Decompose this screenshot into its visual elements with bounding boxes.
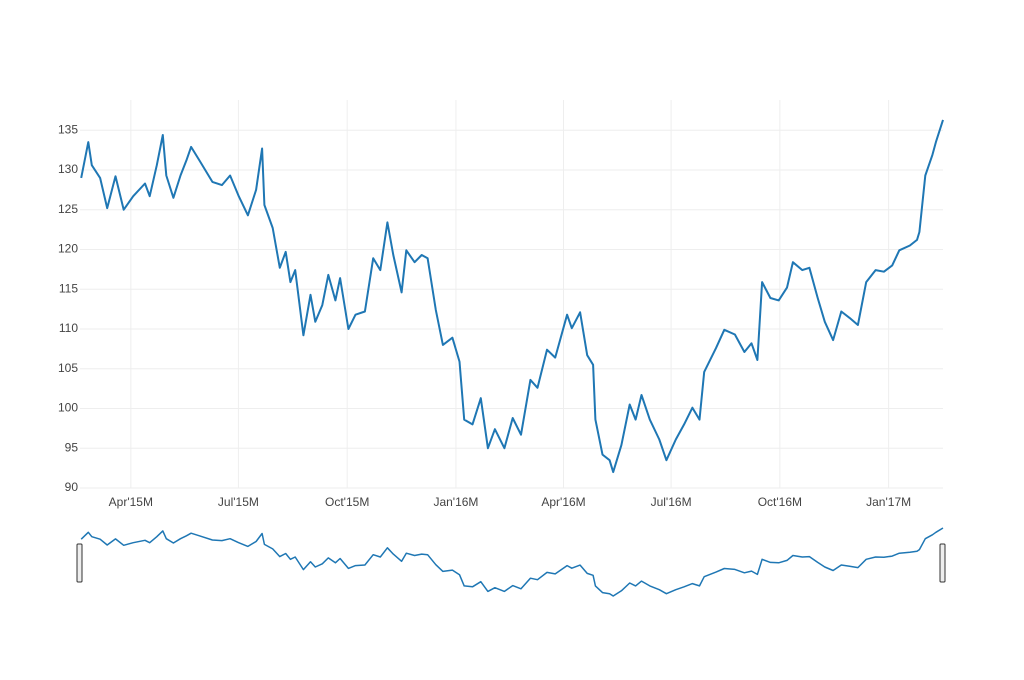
y-tick-label: 125	[58, 202, 78, 216]
line	[80, 119, 944, 474]
x-tick-label: Oct'15M	[325, 495, 369, 509]
slider-line	[80, 527, 944, 597]
y-tick-label: 115	[59, 281, 78, 295]
y-tick-label: 90	[65, 480, 79, 494]
y-tick-label: 130	[58, 162, 78, 176]
x-tick-label: Apr'15M	[109, 495, 153, 509]
x-tick-label: Oct'16M	[758, 495, 802, 509]
y-tick-label: 120	[58, 242, 78, 256]
y-tick-label: 105	[58, 361, 78, 375]
slider-handle[interactable]	[76, 543, 83, 583]
y-tick-label: 100	[58, 401, 78, 415]
y-tick-label: 110	[59, 321, 78, 335]
x-tick-label: Jul'16M	[651, 495, 692, 509]
y-tick-label: 135	[58, 122, 78, 136]
x-tick-label: Jan'16M	[433, 495, 478, 509]
y-tick-label: 95	[65, 440, 79, 454]
x-tick-label: Apr'16M	[541, 495, 585, 509]
x-tick-label: Jan'17M	[866, 495, 911, 509]
x-tick-label: Jul'15M	[218, 495, 259, 509]
slider-handle[interactable]	[939, 543, 946, 583]
